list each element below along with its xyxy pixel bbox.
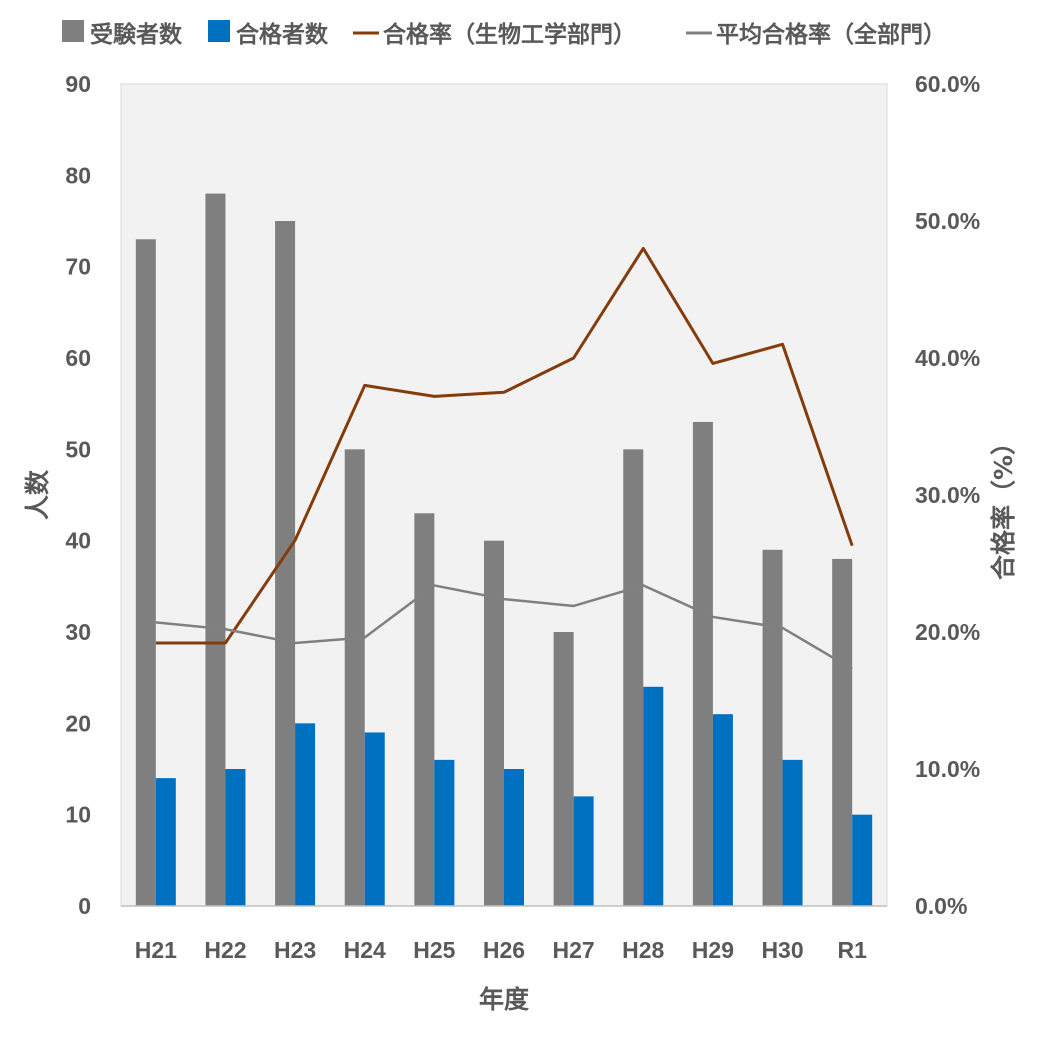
- x-tick-label: H23: [274, 937, 316, 963]
- x-tick-label: R1: [837, 937, 867, 963]
- bar-examinees: [832, 558, 853, 906]
- bar-passers: [295, 723, 316, 906]
- y-tick-label: 40: [65, 528, 91, 554]
- x-tick-label: H26: [483, 937, 525, 963]
- bar-passers: [782, 759, 803, 906]
- x-axis-title: 年度: [479, 985, 529, 1014]
- x-tick-label: H25: [413, 937, 455, 963]
- legend-item: 平均合格率（全部門）: [686, 21, 946, 48]
- bar-passers: [225, 769, 246, 906]
- legend-swatch: [62, 20, 84, 42]
- y-axis-title: 人数: [23, 469, 52, 520]
- y-tick-label: 0: [78, 893, 91, 919]
- y-right-tick-label: 50.0%: [915, 208, 980, 234]
- y-right-tick-label: 20.0%: [915, 619, 980, 645]
- bar-examinees: [135, 239, 156, 906]
- x-axis-ticks: H21 H22 H23 H24 H25 H26 H27 H28 H29 H30 R1: [135, 937, 867, 963]
- x-tick-label: H27: [553, 937, 595, 963]
- bar-examinees: [692, 421, 713, 906]
- y-tick-label: 50: [65, 436, 91, 462]
- y-axis-right-title: 合格率（%）: [989, 430, 1018, 580]
- y-tick-label: 90: [65, 71, 91, 97]
- bar-examinees: [344, 449, 365, 906]
- legend-item: 合格率（生物工学部門）: [353, 21, 636, 48]
- right-axis-ticks: 0.0% 10.0% 20.0% 30.0% 40.0% 50.0% 60.0%: [915, 71, 980, 919]
- bar-passers: [155, 778, 176, 906]
- line-pass-rate-biotech: [155, 246, 854, 645]
- legend-label: 受験者数: [90, 21, 183, 48]
- y-right-tick-label: 30.0%: [915, 482, 980, 508]
- y-tick-label: 70: [65, 254, 91, 280]
- y-right-tick-label: 40.0%: [915, 345, 980, 371]
- legend-label: 合格率（生物工学部門）: [383, 21, 636, 48]
- bar-passers: [504, 769, 524, 906]
- bar-examinees: [762, 549, 783, 906]
- bar-passers: [434, 759, 455, 906]
- x-tick-label: H28: [622, 937, 664, 963]
- y-tick-label: 30: [65, 619, 91, 645]
- x-tick-label: H30: [761, 937, 803, 963]
- bar-examinees: [484, 540, 504, 906]
- line-pass-rate-average: [155, 584, 853, 671]
- line-layer: [155, 246, 854, 671]
- y-tick-label: 20: [65, 710, 91, 736]
- y-right-tick-label: 10.0%: [915, 756, 980, 782]
- bar-examinees: [205, 193, 226, 907]
- x-tick-label: H21: [135, 937, 177, 963]
- bar-passers: [643, 686, 664, 906]
- x-tick-label: H22: [204, 937, 246, 963]
- left-axis-ticks: 0 10 20 30 40 50 60 70 80 90: [65, 71, 91, 919]
- bar-passers: [852, 814, 873, 906]
- y-right-tick-label: 60.0%: [915, 71, 980, 97]
- bar-examinees: [275, 221, 296, 906]
- bar-passers: [573, 796, 594, 906]
- legend: 受験者数 合格者数 合格率（生物工学部門） 平均合格率（全部門）: [62, 20, 946, 48]
- legend-item: 合格者数: [208, 20, 329, 48]
- bar-layer: [135, 193, 873, 907]
- legend-item: 受験者数: [62, 20, 183, 48]
- legend-swatch: [208, 20, 230, 42]
- y-tick-label: 80: [65, 162, 91, 188]
- y-tick-label: 60: [65, 345, 91, 371]
- bar-passers: [364, 732, 385, 906]
- bar-examinees: [553, 632, 574, 906]
- legend-label: 合格者数: [236, 21, 329, 48]
- bar-passers: [712, 714, 733, 906]
- x-tick-label: H24: [344, 937, 386, 963]
- bar-examinees: [414, 513, 435, 906]
- x-tick-label: H29: [692, 937, 734, 963]
- legend-label: 平均合格率（全部門）: [716, 21, 946, 48]
- bar-examinees: [623, 449, 644, 906]
- y-right-tick-label: 0.0%: [915, 893, 967, 919]
- y-tick-label: 10: [65, 802, 91, 828]
